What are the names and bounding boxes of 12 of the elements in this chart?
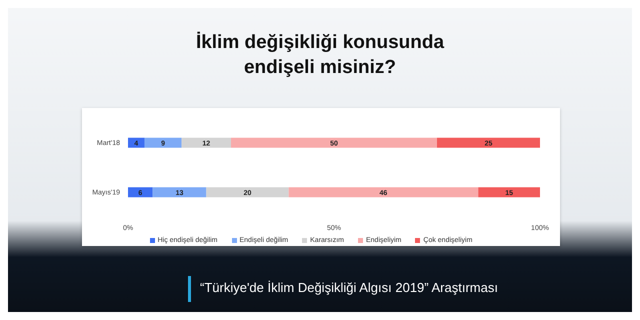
bar xyxy=(128,138,144,148)
bar xyxy=(152,187,206,198)
bar xyxy=(144,138,182,148)
text: “Türkiye'de İklim Değişikliği Algısı 2019” Araştırması xyxy=(200,280,498,295)
bar xyxy=(206,187,289,198)
bar xyxy=(182,138,231,148)
bar xyxy=(128,187,153,198)
chart-title: İklim değişikliği konusunda endişeli misiniz? xyxy=(194,30,446,80)
bar xyxy=(288,187,478,198)
bar xyxy=(437,138,540,148)
bar xyxy=(478,187,540,198)
bar xyxy=(231,138,437,148)
